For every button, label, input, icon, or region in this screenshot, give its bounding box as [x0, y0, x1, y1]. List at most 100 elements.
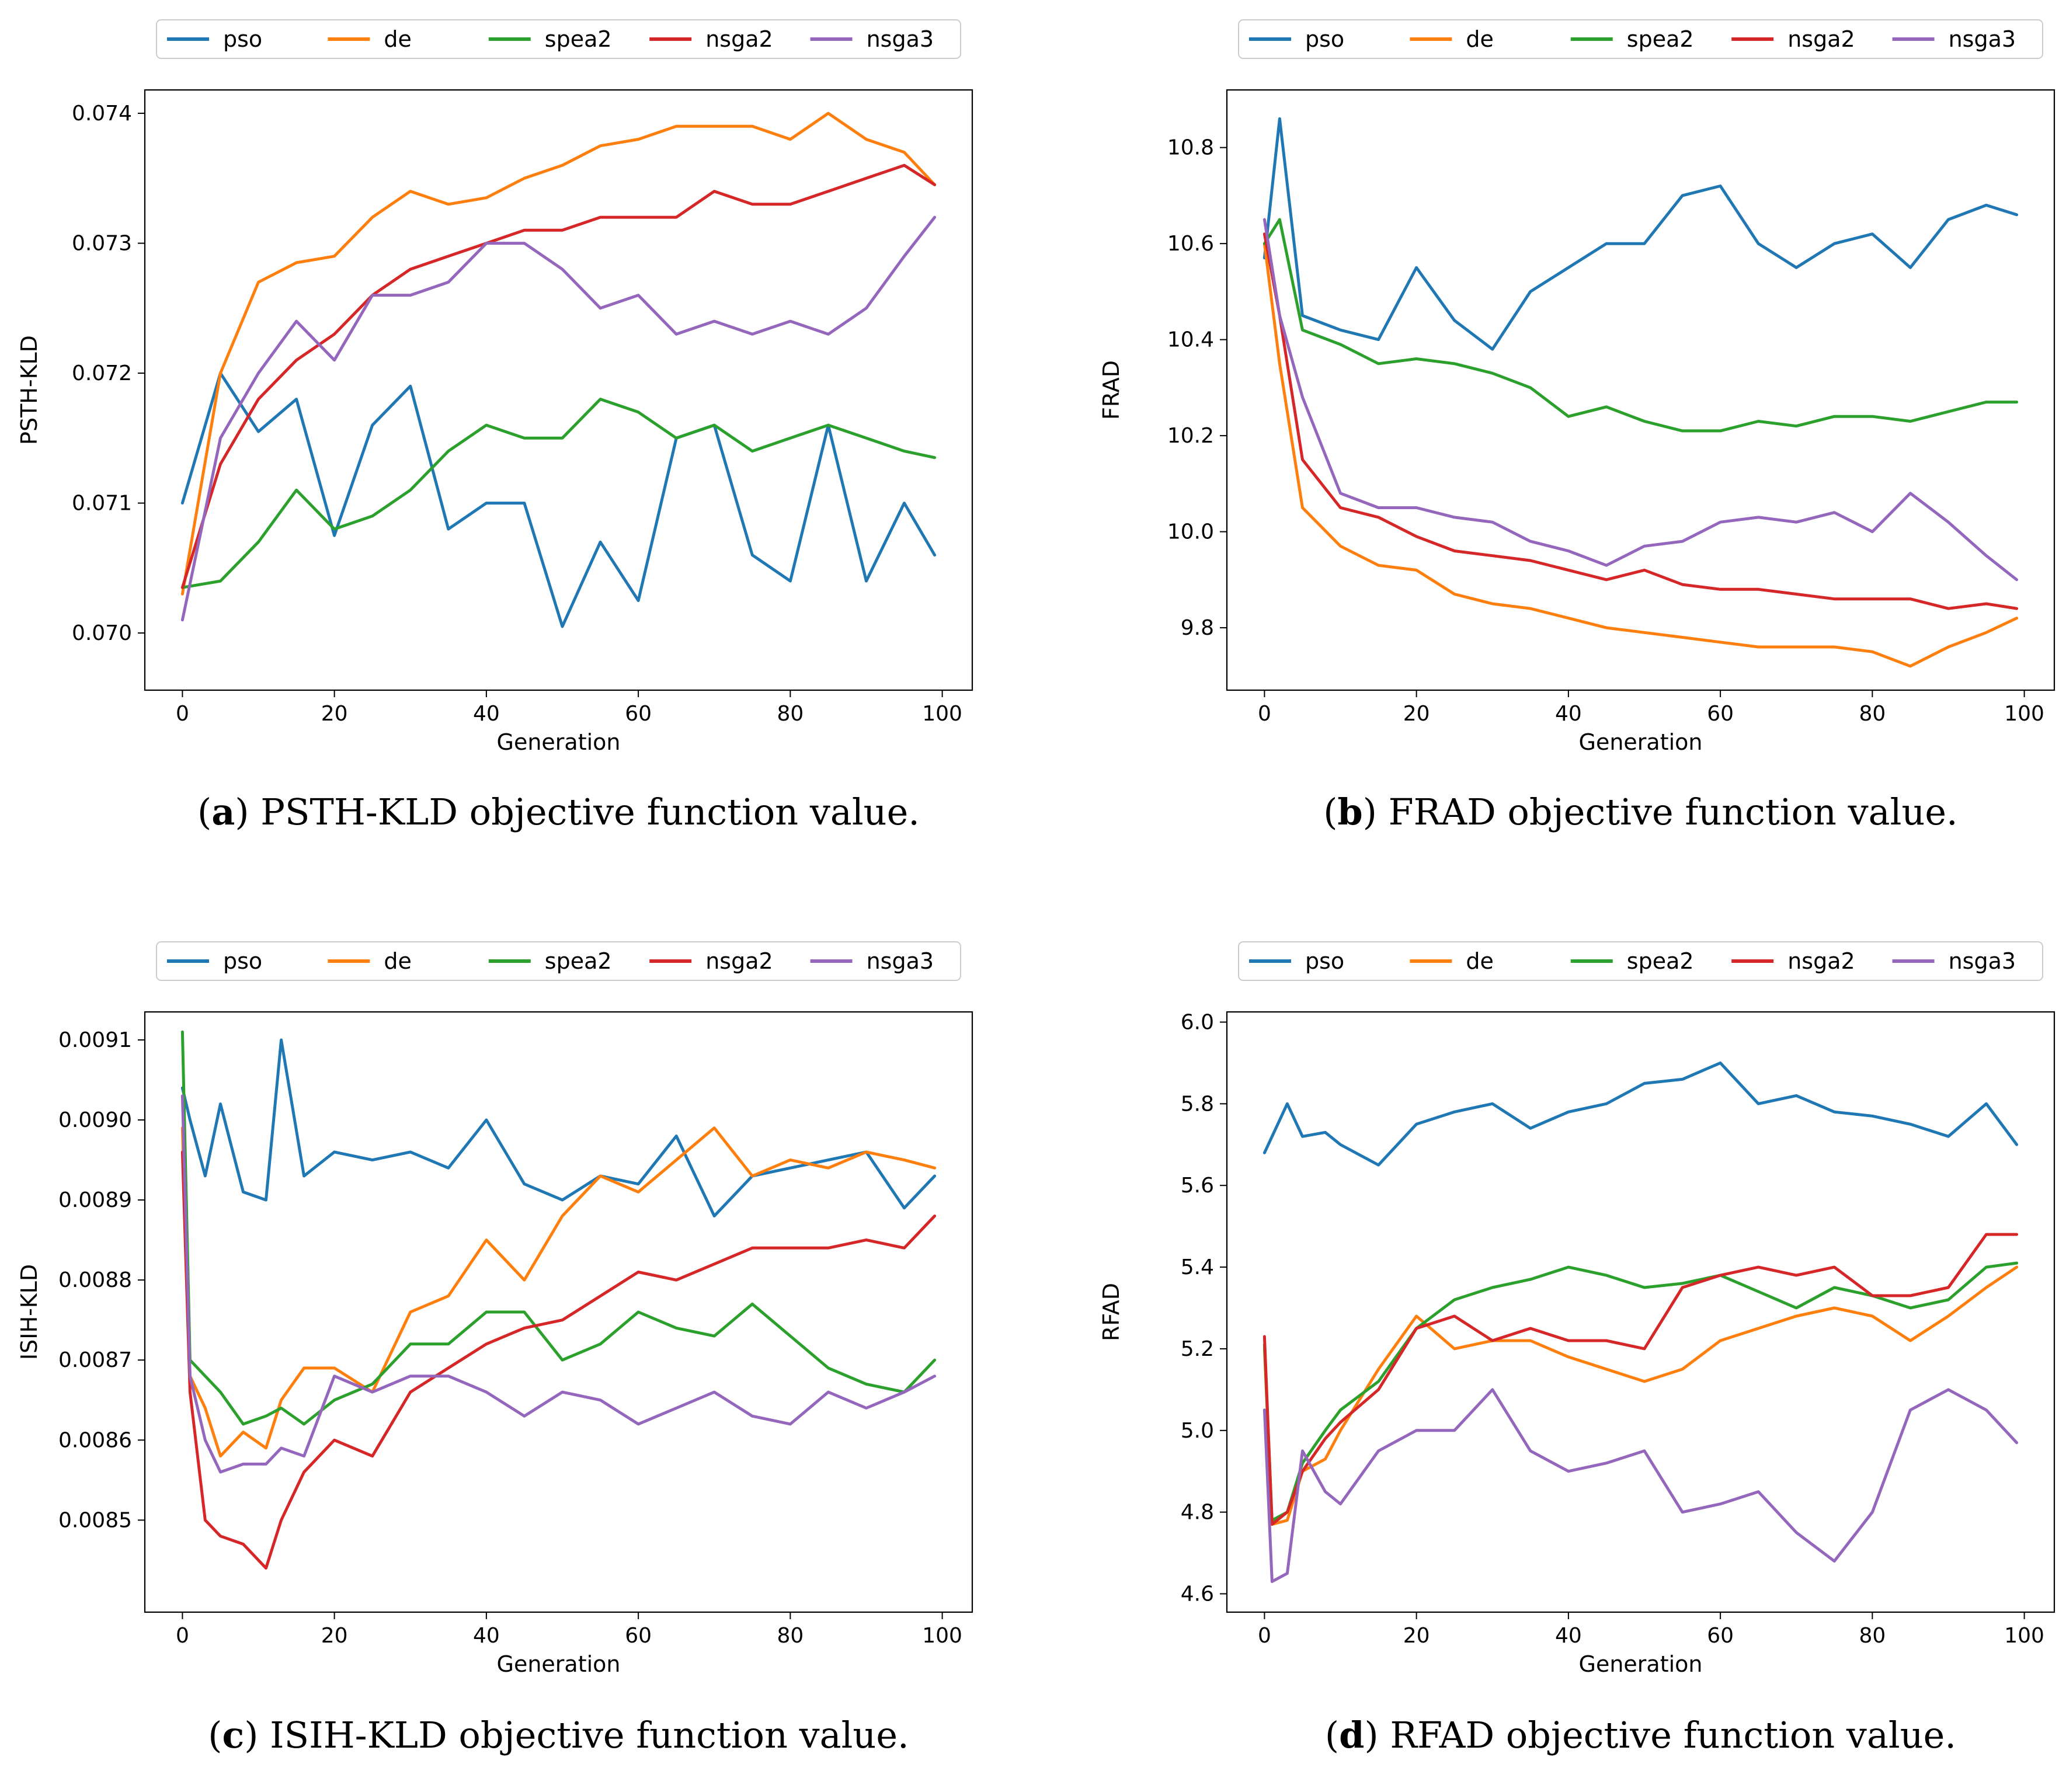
series-line-de	[1262, 1265, 2019, 1526]
caption-paren-open: (	[208, 1714, 222, 1756]
chart-panel-a: 0 20 40 60 80 100 0.070 0.071 0.072 0.073 0.074 Gen…	[16, 19, 973, 833]
y-tick-label: 5.6	[1181, 1174, 1214, 1198]
legend-box	[156, 941, 961, 981]
series-line-nsga2	[1262, 232, 2019, 610]
legend-label-de: de	[1466, 948, 1494, 974]
series-line-de	[180, 1126, 937, 1458]
y-tick-label: 9.8	[1181, 616, 1214, 640]
y-tick-label: 4.8	[1181, 1501, 1214, 1525]
series-line-spea2	[180, 1030, 937, 1426]
y-axis-label: RFAD	[1098, 1283, 1124, 1341]
panel-caption: (a) PSTH-KLD objective function value.	[197, 791, 920, 833]
legend-label-nsga2: nsga2	[705, 26, 773, 52]
legend-label-spea2: spea2	[545, 948, 612, 974]
y-axis-label: ISIH-KLD	[16, 1264, 42, 1360]
y-axis-label: PSTH-KLD	[16, 335, 42, 445]
legend-label-spea2: spea2	[1627, 948, 1694, 974]
series-line-pso	[180, 1038, 937, 1217]
x-tick-label: 80	[777, 702, 804, 726]
series-line-nsga2	[180, 163, 937, 589]
legend-label-nsga3: nsga3	[867, 26, 934, 52]
y-tick-label: 6.0	[1181, 1010, 1214, 1034]
series-group	[180, 112, 937, 628]
legend-label-nsga3: nsga3	[1949, 26, 2016, 52]
panel-caption: (c) ISIH-KLD objective function value.	[208, 1714, 909, 1756]
series-group	[1262, 1061, 2019, 1584]
series-group	[1262, 117, 2019, 668]
series-line-nsga3	[180, 1094, 937, 1474]
y-tick-label: 0.072	[72, 361, 132, 385]
x-axis-label: Generation	[497, 729, 621, 755]
legend-box	[156, 19, 961, 59]
x-tick-label: 40	[1555, 702, 1582, 726]
x-tick-label: 80	[1859, 702, 1886, 726]
x-tick-label: 100	[922, 1624, 962, 1648]
caption-letter: a	[211, 791, 235, 833]
caption-paren-open: (	[1325, 1714, 1339, 1756]
x-tick-label: 20	[321, 1624, 348, 1648]
x-axis-label: Generation	[497, 1651, 621, 1677]
series-line-spea2	[1262, 1261, 2019, 1522]
y-tick-label: 10.2	[1167, 424, 1214, 448]
y-tick-label: 4.6	[1181, 1582, 1214, 1606]
legend-label-pso: pso	[1305, 948, 1344, 974]
x-tick-label: 20	[1403, 702, 1430, 726]
legend-label-de: de	[1466, 26, 1494, 52]
series-line-pso	[1262, 1061, 2019, 1167]
caption-text: ) PSTH-KLD objective function value.	[235, 791, 920, 833]
plot-frame	[1226, 1011, 2055, 1613]
x-tick-label: 100	[922, 702, 962, 726]
y-tick-label: 10.8	[1167, 136, 1214, 160]
series-line-de	[1262, 242, 2019, 668]
y-tick-label: 10.0	[1167, 520, 1214, 544]
series-line-pso	[180, 371, 937, 628]
y-tick-label: 10.6	[1167, 232, 1214, 256]
chart-panel-d: 0 20 40 60 80 100 4.6 4.8 5.0 5.2 5.4 5.6 5.8 6.0 Gene…	[1098, 941, 2055, 1756]
caption-paren-open: (	[197, 791, 211, 833]
x-tick-label: 40	[1555, 1624, 1582, 1648]
y-tick-label: 0.071	[72, 492, 132, 516]
y-tick-label: 0.074	[72, 102, 132, 126]
y-tick-label: 10.4	[1167, 328, 1214, 352]
legend-box	[1238, 19, 2043, 59]
x-tick-label: 60	[1707, 1624, 1734, 1648]
legend-label-pso: pso	[223, 26, 262, 52]
series-line-nsga3	[1262, 218, 2019, 582]
plot-frame	[144, 89, 973, 691]
legend-label-spea2: spea2	[545, 26, 612, 52]
y-tick-label: 0.073	[72, 232, 132, 256]
caption-letter: d	[1339, 1714, 1364, 1756]
series-group	[180, 1030, 937, 1570]
caption-letter: b	[1337, 791, 1362, 833]
legend-label-pso: pso	[1305, 26, 1344, 52]
y-tick-label: 0.0089	[58, 1188, 132, 1212]
x-tick-label: 100	[2004, 1624, 2044, 1648]
legend-label-nsga3: nsga3	[867, 948, 934, 974]
legend-label-pso: pso	[223, 948, 262, 974]
plot-frame	[1226, 89, 2055, 691]
series-line-spea2	[180, 398, 937, 589]
series-line-pso	[1262, 117, 2019, 351]
x-tick-label: 20	[1403, 1624, 1430, 1648]
x-tick-label: 80	[777, 1624, 804, 1648]
x-tick-label: 100	[2004, 702, 2044, 726]
x-tick-label: 0	[176, 1624, 189, 1648]
caption-text: ) ISIH-KLD objective function value.	[244, 1714, 909, 1756]
panel-caption: (b) FRAD objective function value.	[1323, 791, 1958, 833]
series-line-nsga3	[1262, 1388, 2019, 1584]
x-tick-label: 80	[1859, 1624, 1886, 1648]
y-tick-label: 0.0088	[58, 1268, 132, 1292]
x-tick-label: 0	[176, 702, 189, 726]
y-tick-label: 5.2	[1181, 1337, 1214, 1361]
y-tick-label: 5.8	[1181, 1092, 1214, 1116]
x-tick-label: 40	[473, 702, 500, 726]
series-line-nsga3	[180, 215, 937, 622]
y-tick-label: 0.0087	[58, 1348, 132, 1372]
x-tick-label: 60	[1707, 702, 1734, 726]
y-tick-label: 0.0090	[58, 1108, 132, 1132]
legend-label-nsga2: nsga2	[705, 948, 773, 974]
legend-label-nsga3: nsga3	[1949, 948, 2016, 974]
x-tick-label: 0	[1258, 1624, 1271, 1648]
x-tick-label: 60	[625, 1624, 652, 1648]
panel-caption: (d) RFAD objective function value.	[1325, 1714, 1956, 1756]
